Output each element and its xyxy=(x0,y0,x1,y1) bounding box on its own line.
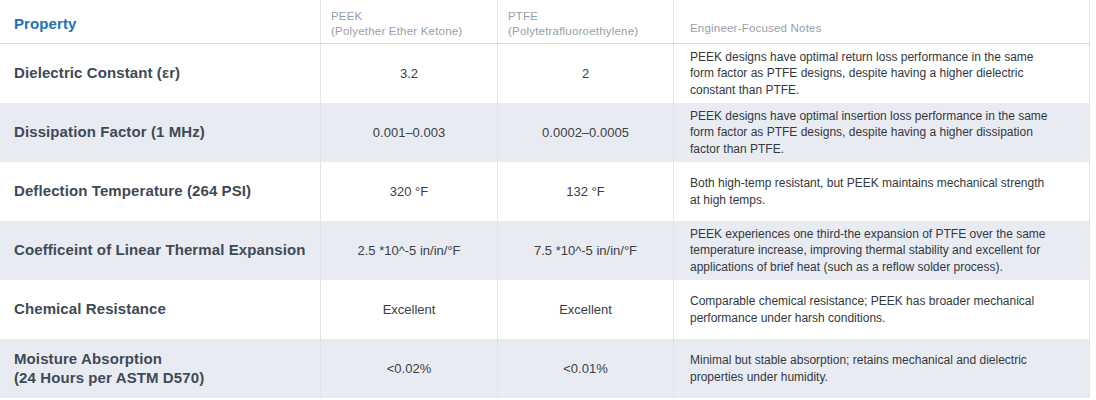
property-cell: Dielectric Constant (εr) xyxy=(0,44,320,103)
peek-column-subtitle: (Polyether Ether Ketone) xyxy=(331,24,462,39)
ptfe-value: 0.0002–0.0005 xyxy=(497,103,673,162)
column-header-peek: PEEK (Polyether Ether Ketone) xyxy=(320,0,497,43)
column-header-notes: Engineer-Focused Notes xyxy=(673,0,1090,43)
table-row-dielectric-constant: Dielectric Constant (εr) 3.2 2 PEEK desi… xyxy=(0,44,1090,103)
ptfe-column-subtitle: (Polytetrafluoroethylene) xyxy=(508,24,638,39)
notes-cell: PEEK designs have optimal insertion loss… xyxy=(673,103,1090,162)
notes-cell: Both high-temp resistant, but PEEK maint… xyxy=(673,162,1090,221)
table-row-thermal-expansion: Coefficeint of Linear Thermal Expansion … xyxy=(0,221,1090,280)
notes-cell: Comparable chemical resistance; PEEK has… xyxy=(673,280,1090,339)
notes-column-title: Engineer-Focused Notes xyxy=(690,21,822,36)
table-header-row: Property PEEK (Polyether Ether Ketone) P… xyxy=(0,0,1090,44)
ptfe-value: 132 °F xyxy=(497,162,673,221)
ptfe-value: 2 xyxy=(497,44,673,103)
peek-value: 0.001–0.003 xyxy=(320,103,497,162)
notes-cell: Minimal but stable absorption; retains m… xyxy=(673,339,1090,398)
ptfe-value: <0.01% xyxy=(497,339,673,398)
property-cell: Deflection Temperature (264 PSI) xyxy=(0,162,320,221)
peek-value: 320 °F xyxy=(320,162,497,221)
property-cell: Moisture Absorption (24 Hours per ASTM D… xyxy=(0,339,320,398)
peek-value: 3.2 xyxy=(320,44,497,103)
table-row-moisture-absorption: Moisture Absorption (24 Hours per ASTM D… xyxy=(0,339,1090,398)
property-cell: Chemical Resistance xyxy=(0,280,320,339)
material-comparison-page: Property PEEK (Polyether Ether Ketone) P… xyxy=(0,0,1096,400)
ptfe-value: Excellent xyxy=(497,280,673,339)
peek-value: 2.5 *10^-5 in/in/°F xyxy=(320,221,497,280)
ptfe-value: 7.5 *10^-5 in/in/°F xyxy=(497,221,673,280)
property-cell: Coefficeint of Linear Thermal Expansion xyxy=(0,221,320,280)
notes-cell: PEEK designs have optimal return loss pe… xyxy=(673,44,1090,103)
peek-value: Excellent xyxy=(320,280,497,339)
peek-column-title: PEEK xyxy=(331,9,362,24)
peek-value: <0.02% xyxy=(320,339,497,398)
ptfe-column-title: PTFE xyxy=(508,9,538,24)
table-row-deflection-temperature: Deflection Temperature (264 PSI) 320 °F … xyxy=(0,162,1090,221)
property-cell: Dissipation Factor (1 MHz) xyxy=(0,103,320,162)
column-header-property: Property xyxy=(0,0,320,43)
table-row-chemical-resistance: Chemical Resistance Excellent Excellent … xyxy=(0,280,1090,339)
notes-cell: PEEK experiences one third-the expansion… xyxy=(673,221,1090,280)
column-header-ptfe: PTFE (Polytetrafluoroethylene) xyxy=(497,0,673,43)
comparison-table: Property PEEK (Polyether Ether Ketone) P… xyxy=(0,0,1090,398)
table-row-dissipation-factor: Dissipation Factor (1 MHz) 0.001–0.003 0… xyxy=(0,103,1090,162)
